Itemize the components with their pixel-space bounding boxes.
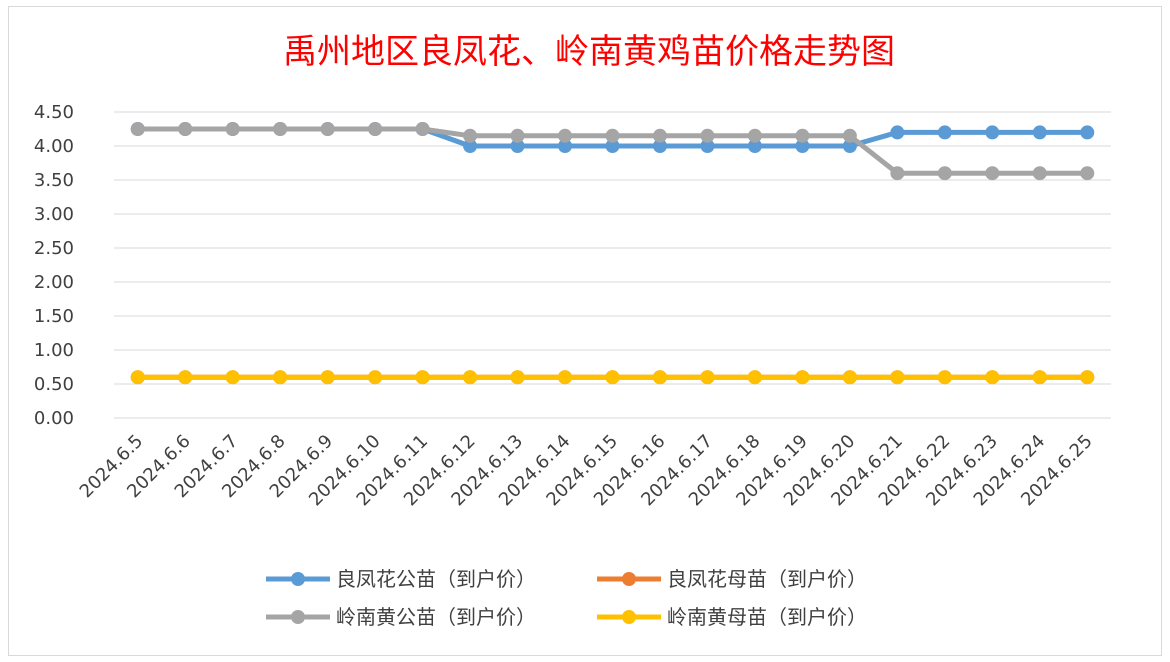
y-tick-label: 2.00 bbox=[34, 272, 74, 293]
data-point bbox=[652, 139, 667, 153]
y-axis: 0.00 0.50 1.00 1.50 2.00 2.50 3.00 3.50 4.00 4.50 bbox=[34, 102, 74, 429]
data-point bbox=[273, 370, 288, 385]
data-point bbox=[368, 122, 383, 136]
y-tick-label: 0.00 bbox=[34, 408, 74, 429]
legend-item[interactable]: 岭南黄公苗（到户价） bbox=[266, 605, 536, 629]
y-tick-label: 4.50 bbox=[34, 102, 74, 123]
series-3 bbox=[130, 122, 1095, 181]
data-point bbox=[652, 128, 667, 143]
data-point bbox=[558, 139, 573, 153]
data-point bbox=[985, 125, 1000, 140]
data-point bbox=[558, 128, 573, 143]
y-tick-label: 2.50 bbox=[34, 238, 74, 259]
chart-title: 禹州地区良凤花、岭南黄鸡苗价格走势图 bbox=[283, 32, 895, 72]
data-point bbox=[178, 122, 193, 136]
legend: 良凤花公苗（到户价） 良凤花母苗（到户价） 岭南黄公苗（到户价） 岭南黄母苗（到户价） bbox=[266, 567, 867, 629]
data-point bbox=[130, 122, 145, 136]
data-point bbox=[605, 128, 620, 143]
data-point bbox=[985, 370, 1000, 385]
data-point bbox=[1032, 125, 1047, 140]
data-point bbox=[368, 370, 383, 385]
legend-label: 良凤花母苗（到户价） bbox=[667, 567, 867, 591]
data-point bbox=[130, 370, 145, 385]
data-point bbox=[890, 125, 905, 140]
data-point bbox=[1032, 166, 1047, 181]
data-point bbox=[795, 128, 810, 143]
data-point bbox=[273, 122, 288, 136]
data-point bbox=[320, 370, 335, 385]
series-group bbox=[130, 122, 1095, 385]
data-point bbox=[700, 139, 715, 153]
chart-frame: 禹州地区良凤花、岭南黄鸡苗价格走势图 0.00 0.50 1.00 1.50 2.00 2… bbox=[8, 6, 1162, 656]
legend-swatch-marker bbox=[622, 610, 636, 624]
data-point bbox=[747, 128, 762, 143]
data-point bbox=[1080, 370, 1095, 385]
y-tick-label: 1.00 bbox=[34, 340, 74, 361]
data-point bbox=[558, 370, 573, 385]
series-4 bbox=[130, 370, 1095, 385]
data-point bbox=[747, 139, 762, 153]
data-point bbox=[320, 122, 335, 136]
data-point bbox=[842, 139, 857, 153]
data-point bbox=[700, 370, 715, 385]
data-point bbox=[415, 370, 430, 385]
y-tick-label: 3.00 bbox=[34, 204, 74, 225]
data-point bbox=[225, 122, 240, 136]
data-point bbox=[510, 370, 525, 385]
data-point bbox=[1080, 166, 1095, 181]
legend-label: 良凤花公苗（到户价） bbox=[336, 567, 536, 591]
data-point bbox=[795, 370, 810, 385]
data-point bbox=[463, 370, 478, 385]
data-point bbox=[937, 370, 952, 385]
y-tick-label: 1.50 bbox=[34, 306, 74, 327]
data-point bbox=[985, 166, 1000, 181]
legend-item[interactable]: 岭南黄母苗（到户价） bbox=[597, 605, 867, 629]
data-point bbox=[605, 370, 620, 385]
legend-swatch-marker bbox=[291, 610, 305, 624]
data-point bbox=[463, 139, 478, 153]
data-point bbox=[937, 125, 952, 140]
legend-swatch-marker bbox=[622, 572, 636, 586]
data-point bbox=[178, 370, 193, 385]
line-chart: 禹州地区良凤花、岭南黄鸡苗价格走势图 0.00 0.50 1.00 1.50 2.00 2… bbox=[34, 32, 1111, 629]
data-point bbox=[890, 370, 905, 385]
data-point bbox=[700, 128, 715, 143]
y-tick-label: 3.50 bbox=[34, 170, 74, 191]
data-point bbox=[415, 122, 430, 136]
y-tick-label: 0.50 bbox=[34, 374, 74, 395]
data-point bbox=[463, 128, 478, 143]
data-point bbox=[937, 166, 952, 181]
data-point bbox=[225, 370, 240, 385]
data-point bbox=[1032, 370, 1047, 385]
data-point bbox=[1080, 125, 1095, 140]
data-point bbox=[842, 370, 857, 385]
data-point bbox=[605, 139, 620, 153]
y-tick-label: 4.00 bbox=[34, 136, 74, 157]
legend-label: 岭南黄母苗（到户价） bbox=[667, 605, 867, 629]
data-point bbox=[747, 370, 762, 385]
data-point bbox=[510, 139, 525, 153]
data-point bbox=[510, 128, 525, 143]
data-point bbox=[652, 370, 667, 385]
data-point bbox=[890, 166, 905, 181]
data-point bbox=[795, 139, 810, 153]
legend-swatch-marker bbox=[291, 572, 305, 586]
legend-item[interactable]: 良凤花公苗（到户价） bbox=[266, 567, 536, 591]
data-point bbox=[842, 128, 857, 143]
x-axis: 2024.6.52024.6.62024.6.72024.6.82024.6.9… bbox=[76, 431, 1097, 511]
legend-item[interactable]: 良凤花母苗（到户价） bbox=[597, 567, 867, 591]
legend-label: 岭南黄公苗（到户价） bbox=[336, 605, 536, 629]
